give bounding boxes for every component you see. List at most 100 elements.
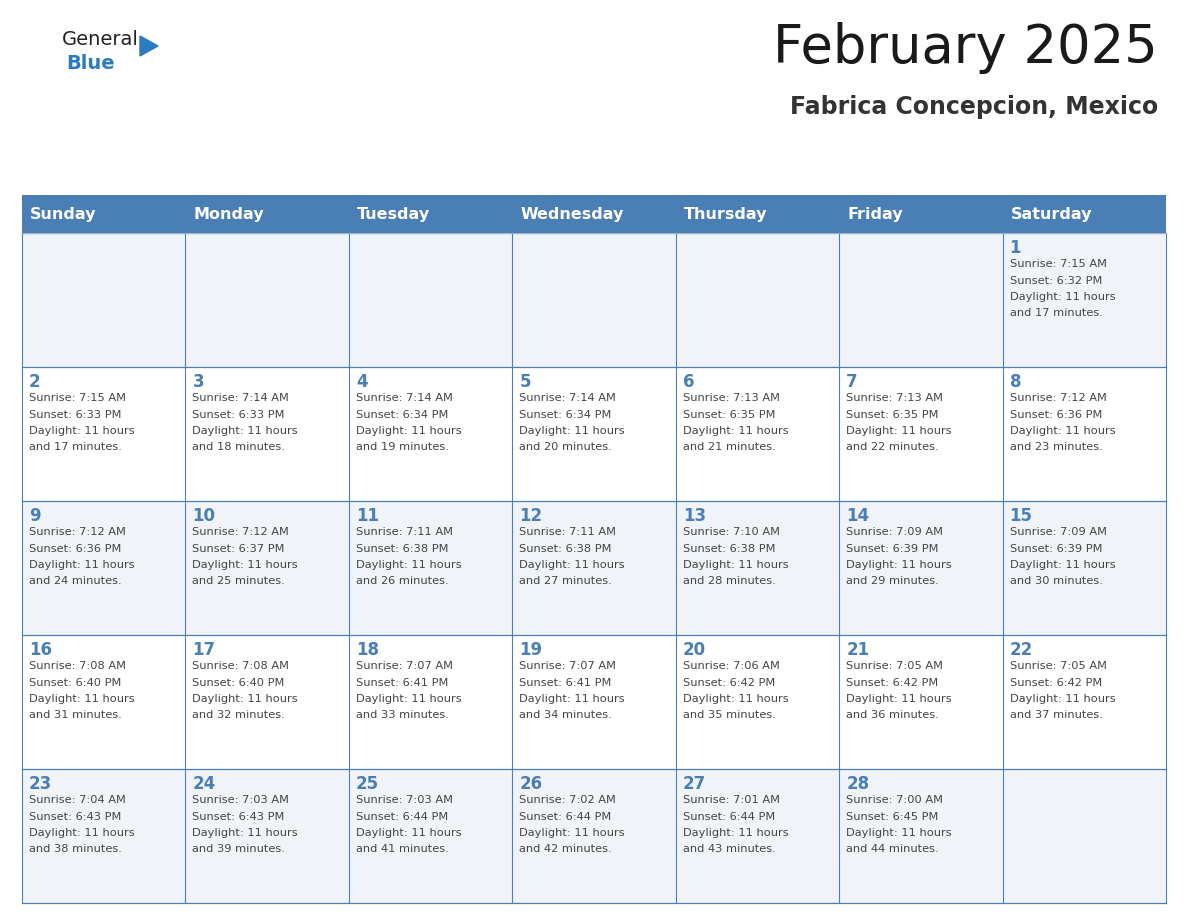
Text: and 41 minutes.: and 41 minutes. (356, 845, 449, 855)
Text: Sunset: 6:41 PM: Sunset: 6:41 PM (356, 677, 448, 688)
Text: Daylight: 11 hours: Daylight: 11 hours (683, 426, 789, 436)
Text: Sunset: 6:35 PM: Sunset: 6:35 PM (683, 409, 776, 420)
Text: Sunrise: 7:07 AM: Sunrise: 7:07 AM (519, 661, 617, 671)
Text: 13: 13 (683, 507, 706, 525)
Text: Sunrise: 7:09 AM: Sunrise: 7:09 AM (1010, 527, 1106, 537)
Text: Sunrise: 7:11 AM: Sunrise: 7:11 AM (519, 527, 617, 537)
Text: and 24 minutes.: and 24 minutes. (29, 577, 121, 587)
Text: Sunrise: 7:09 AM: Sunrise: 7:09 AM (846, 527, 943, 537)
Bar (676, 233, 839, 367)
Text: and 18 minutes.: and 18 minutes. (192, 442, 285, 453)
Text: and 25 minutes.: and 25 minutes. (192, 577, 285, 587)
Bar (185, 195, 349, 233)
Text: Daylight: 11 hours: Daylight: 11 hours (29, 560, 134, 570)
Text: Sunrise: 7:05 AM: Sunrise: 7:05 AM (846, 661, 943, 671)
Bar (839, 233, 1003, 367)
Text: Sunrise: 7:00 AM: Sunrise: 7:00 AM (846, 795, 943, 805)
Bar (1003, 233, 1165, 367)
Text: Sunset: 6:45 PM: Sunset: 6:45 PM (846, 812, 939, 822)
Bar (676, 769, 839, 903)
Text: and 36 minutes.: and 36 minutes. (846, 711, 939, 721)
Bar (839, 195, 1003, 233)
Text: Sunset: 6:38 PM: Sunset: 6:38 PM (356, 543, 448, 554)
Text: 27: 27 (683, 775, 706, 793)
Text: and 17 minutes.: and 17 minutes. (1010, 308, 1102, 319)
Text: Daylight: 11 hours: Daylight: 11 hours (29, 694, 134, 704)
Text: and 39 minutes.: and 39 minutes. (192, 845, 285, 855)
Bar (676, 367, 839, 501)
Text: Sunset: 6:34 PM: Sunset: 6:34 PM (356, 409, 448, 420)
Bar (676, 635, 839, 769)
Text: Sunrise: 7:08 AM: Sunrise: 7:08 AM (29, 661, 126, 671)
Text: Daylight: 11 hours: Daylight: 11 hours (192, 426, 298, 436)
Text: Daylight: 11 hours: Daylight: 11 hours (1010, 292, 1116, 302)
Bar (349, 233, 512, 367)
Text: Daylight: 11 hours: Daylight: 11 hours (683, 560, 789, 570)
Bar (676, 501, 839, 635)
Text: Daylight: 11 hours: Daylight: 11 hours (1010, 560, 1116, 570)
Bar (185, 769, 349, 903)
Text: and 34 minutes.: and 34 minutes. (519, 711, 612, 721)
Bar (512, 367, 676, 501)
Text: Sunrise: 7:14 AM: Sunrise: 7:14 AM (356, 393, 453, 403)
Text: and 38 minutes.: and 38 minutes. (29, 845, 122, 855)
Text: Sunrise: 7:13 AM: Sunrise: 7:13 AM (846, 393, 943, 403)
Text: and 44 minutes.: and 44 minutes. (846, 845, 939, 855)
Text: Sunset: 6:41 PM: Sunset: 6:41 PM (519, 677, 612, 688)
Text: Tuesday: Tuesday (356, 207, 430, 221)
Text: Sunset: 6:39 PM: Sunset: 6:39 PM (846, 543, 939, 554)
Polygon shape (140, 36, 158, 56)
Text: and 33 minutes.: and 33 minutes. (356, 711, 449, 721)
Bar (512, 635, 676, 769)
Text: Blue: Blue (67, 54, 114, 73)
Text: Sunset: 6:35 PM: Sunset: 6:35 PM (846, 409, 939, 420)
Text: Wednesday: Wednesday (520, 207, 624, 221)
Text: 6: 6 (683, 373, 694, 391)
Text: Sunset: 6:38 PM: Sunset: 6:38 PM (519, 543, 612, 554)
Text: and 19 minutes.: and 19 minutes. (356, 442, 449, 453)
Text: and 31 minutes.: and 31 minutes. (29, 711, 122, 721)
Text: Sunrise: 7:07 AM: Sunrise: 7:07 AM (356, 661, 453, 671)
Text: Sunset: 6:36 PM: Sunset: 6:36 PM (29, 543, 121, 554)
Text: Daylight: 11 hours: Daylight: 11 hours (846, 694, 952, 704)
Text: 4: 4 (356, 373, 367, 391)
Text: 2: 2 (29, 373, 40, 391)
Text: and 26 minutes.: and 26 minutes. (356, 577, 449, 587)
Bar (512, 233, 676, 367)
Bar (185, 501, 349, 635)
Bar (185, 367, 349, 501)
Text: Sunrise: 7:15 AM: Sunrise: 7:15 AM (1010, 259, 1106, 269)
Bar (23, 195, 185, 233)
Text: Sunrise: 7:12 AM: Sunrise: 7:12 AM (29, 527, 126, 537)
Text: Daylight: 11 hours: Daylight: 11 hours (192, 560, 298, 570)
Text: 14: 14 (846, 507, 870, 525)
Text: 28: 28 (846, 775, 870, 793)
Text: Daylight: 11 hours: Daylight: 11 hours (519, 560, 625, 570)
Text: Sunset: 6:34 PM: Sunset: 6:34 PM (519, 409, 612, 420)
Text: Sunset: 6:40 PM: Sunset: 6:40 PM (29, 677, 121, 688)
Bar (23, 367, 185, 501)
Bar (839, 501, 1003, 635)
Text: 18: 18 (356, 641, 379, 659)
Text: Sunset: 6:33 PM: Sunset: 6:33 PM (29, 409, 121, 420)
Text: Daylight: 11 hours: Daylight: 11 hours (356, 426, 461, 436)
Text: Sunrise: 7:01 AM: Sunrise: 7:01 AM (683, 795, 779, 805)
Text: and 27 minutes.: and 27 minutes. (519, 577, 612, 587)
Text: Friday: Friday (847, 207, 903, 221)
Bar (349, 635, 512, 769)
Text: Sunrise: 7:08 AM: Sunrise: 7:08 AM (192, 661, 290, 671)
Text: 15: 15 (1010, 507, 1032, 525)
Bar (839, 769, 1003, 903)
Text: Daylight: 11 hours: Daylight: 11 hours (356, 560, 461, 570)
Text: Daylight: 11 hours: Daylight: 11 hours (519, 426, 625, 436)
Text: and 28 minutes.: and 28 minutes. (683, 577, 776, 587)
Text: Monday: Monday (194, 207, 264, 221)
Bar (1003, 501, 1165, 635)
Text: Sunset: 6:44 PM: Sunset: 6:44 PM (356, 812, 448, 822)
Bar (512, 501, 676, 635)
Text: 1: 1 (1010, 239, 1020, 257)
Text: 26: 26 (519, 775, 543, 793)
Bar (23, 233, 185, 367)
Text: and 37 minutes.: and 37 minutes. (1010, 711, 1102, 721)
Text: February 2025: February 2025 (773, 22, 1158, 74)
